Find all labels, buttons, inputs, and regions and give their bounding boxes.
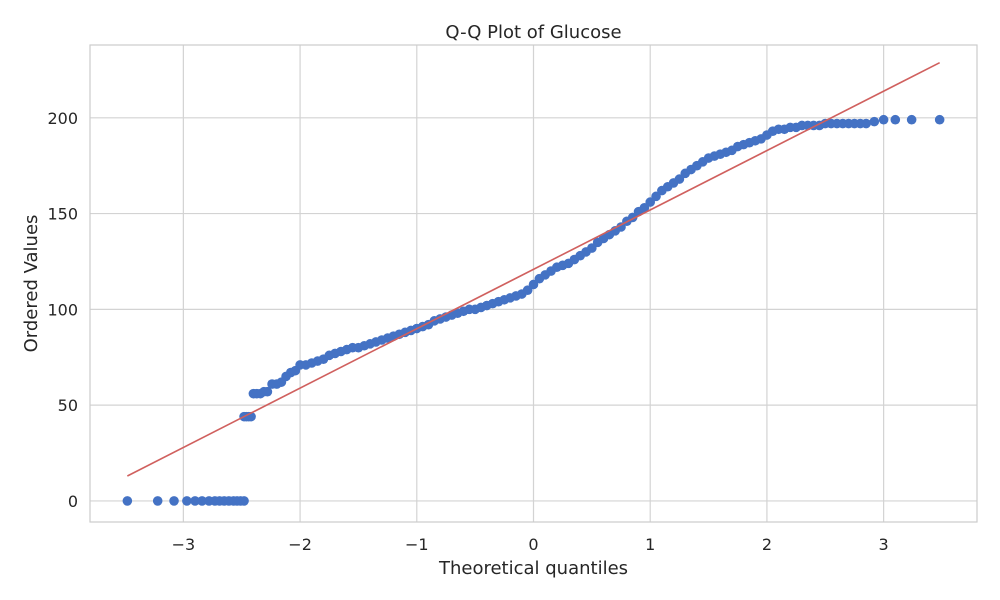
x-tick-label: −2 <box>288 535 312 554</box>
x-tick-label: 1 <box>645 535 655 554</box>
x-tick-label: 0 <box>528 535 538 554</box>
data-point <box>182 496 192 506</box>
x-tick-label: 3 <box>879 535 889 554</box>
chart-title: Q-Q Plot of Glucose <box>445 22 621 43</box>
data-point <box>890 114 901 125</box>
y-tick-label: 150 <box>47 205 78 224</box>
data-point <box>152 496 163 506</box>
y-tick-labels: 0 50 100 150 200 <box>47 109 78 511</box>
y-axis-label: Ordered Values <box>21 215 42 353</box>
x-tick-label: 2 <box>762 535 772 554</box>
data-point <box>239 496 249 506</box>
x-tick-label: −1 <box>405 535 429 554</box>
fit-line <box>126 61 941 477</box>
y-tick-label: 200 <box>47 109 78 128</box>
data-point <box>906 114 917 125</box>
data-point <box>169 496 179 506</box>
y-tick-label: 0 <box>68 492 78 511</box>
x-tick-labels: −3 −2 −1 0 1 2 3 <box>172 535 889 554</box>
data-point <box>934 114 945 125</box>
data-point <box>869 116 880 127</box>
data-point <box>861 118 871 129</box>
data-point <box>197 496 207 506</box>
y-tick-label: 100 <box>47 300 78 319</box>
data-point <box>122 496 133 506</box>
y-tick-label: 50 <box>58 396 78 415</box>
x-axis-label: Theoretical quantiles <box>438 558 628 579</box>
x-tick-label: −3 <box>172 535 196 554</box>
data-point <box>262 386 273 397</box>
data-point <box>878 114 889 125</box>
data-point <box>190 496 200 506</box>
plot-frame <box>89 44 978 523</box>
